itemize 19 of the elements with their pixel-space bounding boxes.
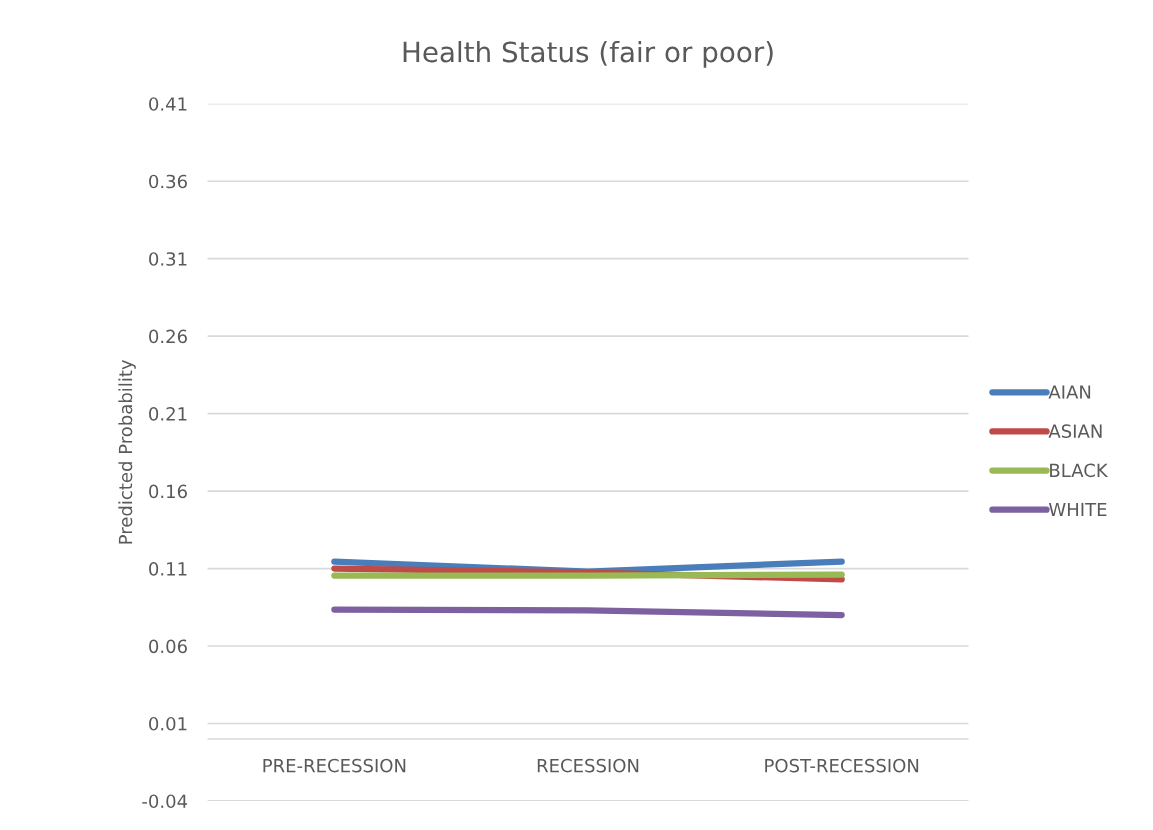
y-tick-label: 0.36 (149, 174, 187, 189)
y-tick-label: 0.16 (149, 484, 187, 499)
y-tick-label: 0.31 (149, 252, 187, 266)
y-tick-label: 0.01 (149, 716, 187, 731)
legend-label: BLACK (1050, 463, 1109, 478)
y-tick-label: 0.06 (149, 639, 187, 654)
legend-label: WHITE (1048, 502, 1107, 517)
y-tick-label: -0.04 (142, 794, 188, 809)
x-tick-label: POST-RECESSION (765, 758, 919, 773)
x-tick-label: RECESSION (537, 758, 639, 773)
y-tick-label: 0.21 (149, 407, 187, 421)
y-tick-label: 0.11 (149, 562, 187, 576)
y-axis-title: Predicted Probability (118, 359, 136, 544)
x-tick-label: PRE-RECESSION (263, 758, 406, 773)
chart-title: Health Status (fair or poor) (403, 40, 773, 68)
legend-label: AIAN (1048, 385, 1091, 399)
y-tick-label: 0.26 (149, 329, 187, 344)
legend-label: ASIAN (1048, 424, 1102, 439)
y-tick-label: 0.41 (149, 97, 187, 111)
